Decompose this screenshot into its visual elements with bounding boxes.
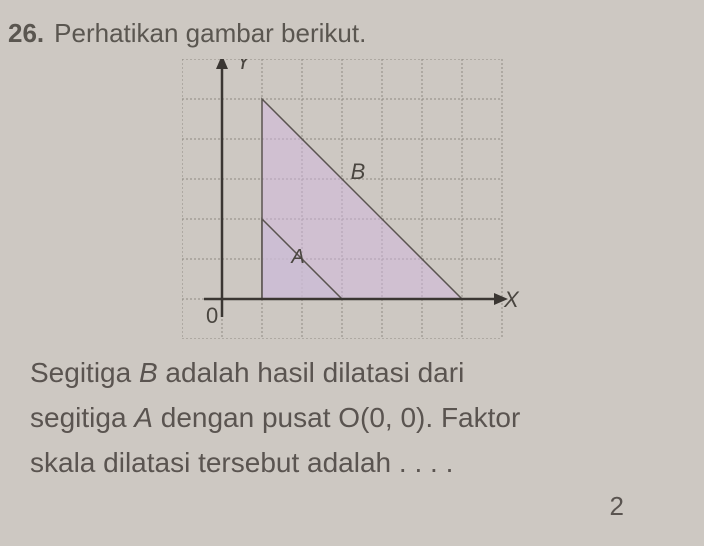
question-body: Segitiga B adalah hasil dilatasi dari se… xyxy=(0,351,704,485)
svg-text:0: 0 xyxy=(206,303,218,328)
text-fragment: segitiga xyxy=(30,402,134,433)
question-number: 26. xyxy=(8,18,44,49)
text-fragment: Segitiga xyxy=(30,357,139,388)
svg-text:Y: Y xyxy=(236,59,252,74)
triangle-a-ref: A xyxy=(134,402,153,433)
triangle-b-ref: B xyxy=(139,357,158,388)
question-prompt: Perhatikan gambar berikut. xyxy=(54,18,366,48)
text-fragment: dengan pusat O(0, 0). Faktor xyxy=(153,402,520,433)
body-line-1: Segitiga B adalah hasil dilatasi dari xyxy=(30,351,696,396)
partial-options: 2 xyxy=(0,491,704,522)
svg-text:X: X xyxy=(503,287,520,312)
chart-svg: A B Y X 0 xyxy=(182,59,522,339)
body-line-2: segitiga A dengan pusat O(0, 0). Faktor xyxy=(30,396,696,441)
coordinate-chart: A B Y X 0 xyxy=(182,59,522,339)
svg-text:B: B xyxy=(351,159,366,184)
body-line-3: skala dilatasi tersebut adalah . . . . xyxy=(30,441,696,486)
option-right: 2 xyxy=(610,491,624,522)
text-fragment: adalah hasil dilatasi dari xyxy=(158,357,465,388)
svg-text:A: A xyxy=(290,246,304,268)
question-header: 26. Perhatikan gambar berikut. xyxy=(0,18,704,49)
